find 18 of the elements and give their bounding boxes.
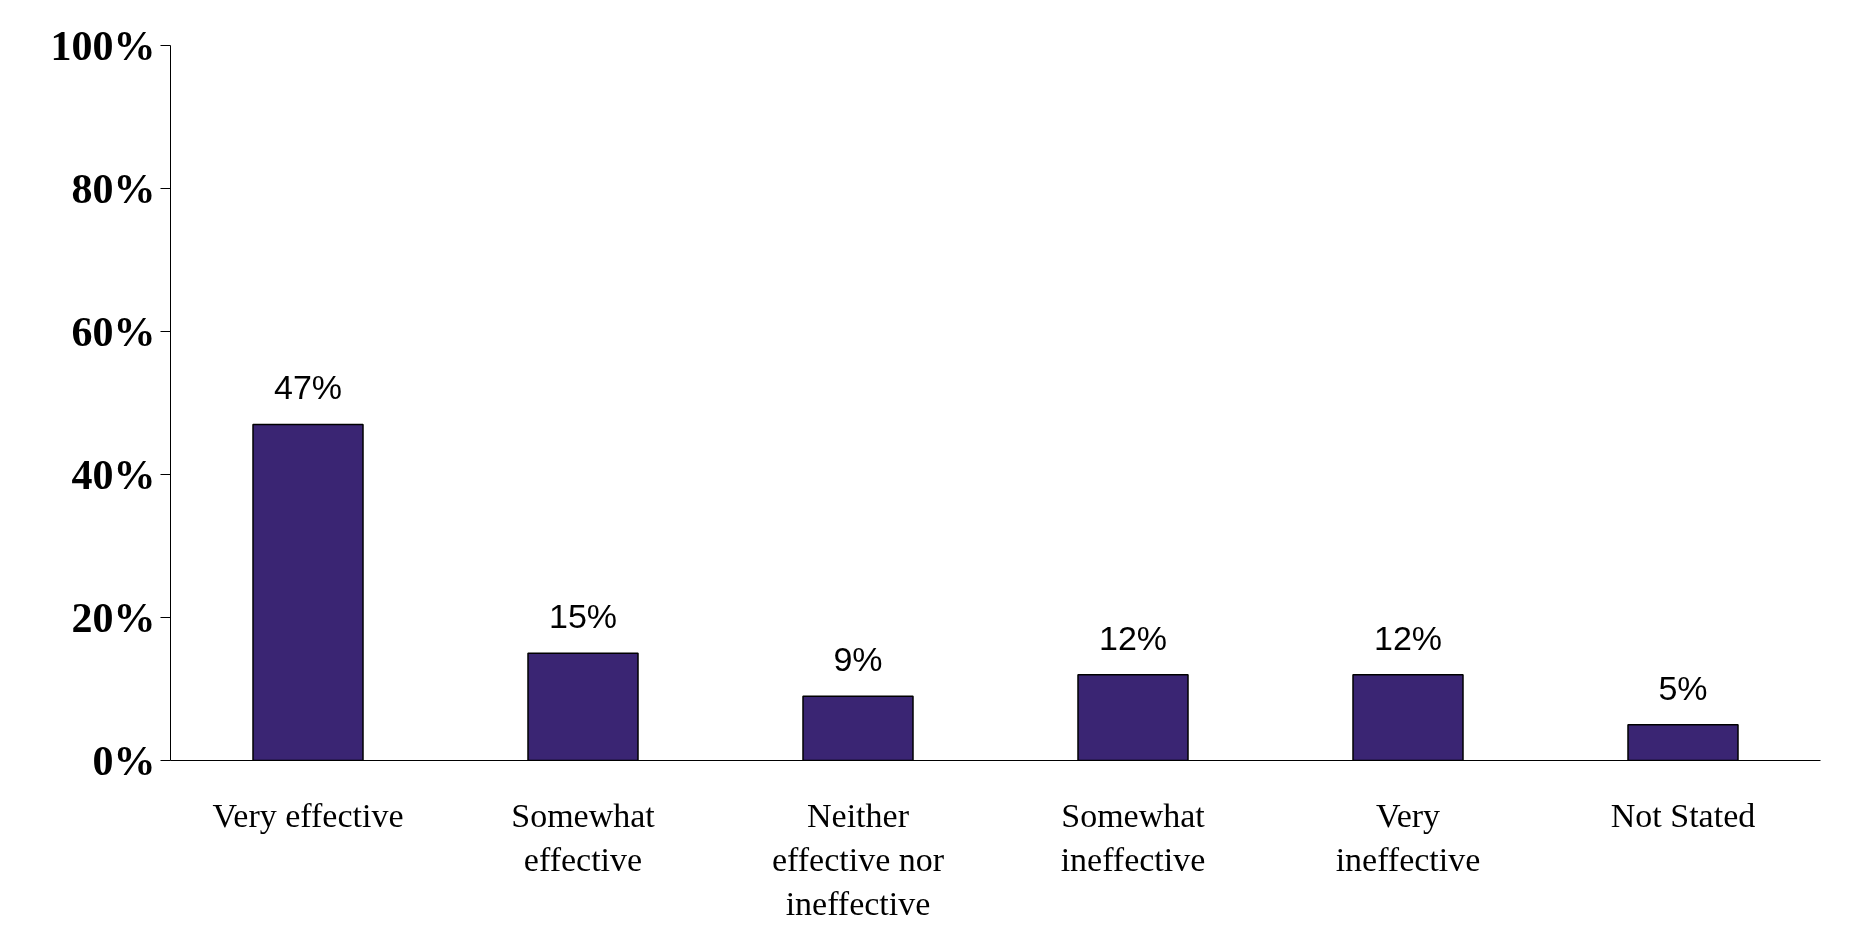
y-tick-label: 0%: [92, 737, 156, 784]
y-tick-label: 40%: [71, 451, 156, 498]
x-tick-label: Neither effective nor ineffective: [771, 796, 945, 923]
x-tick-label: Somewhat effective: [511, 796, 656, 878]
x-tick-label: Somewhat ineffective: [1060, 796, 1206, 878]
y-tick-label: 20%: [71, 594, 156, 641]
data-label: 5%: [1658, 668, 1708, 707]
y-tick-label: 80%: [71, 165, 156, 212]
data-label: 12%: [1373, 618, 1443, 657]
y-tick-label: 60%: [71, 308, 156, 355]
data-label: 15%: [548, 597, 618, 636]
x-tick-label: Not Stated: [1610, 796, 1756, 834]
x-tick-label: Very ineffective: [1335, 796, 1481, 878]
x-tick-label: Very effective: [212, 796, 404, 834]
data-label: 47%: [273, 368, 343, 407]
y-tick-label: 100%: [50, 22, 156, 69]
data-label: 12%: [1098, 618, 1168, 657]
data-label: 9%: [833, 640, 883, 679]
